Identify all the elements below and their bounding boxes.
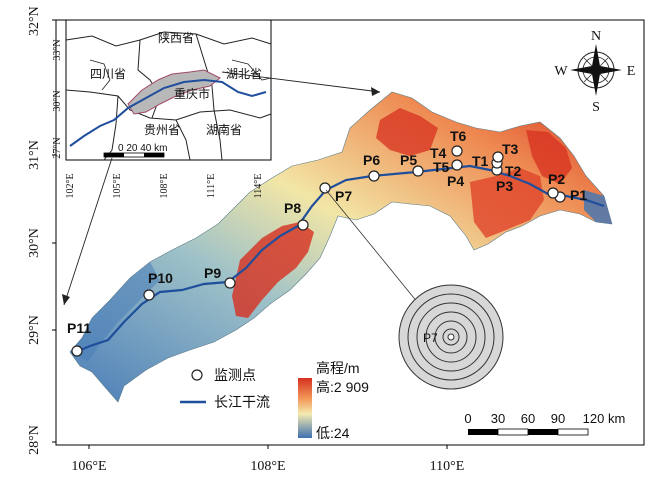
inset-lon-label: 105°E	[112, 173, 123, 198]
inset-province-label: 四川省	[90, 67, 126, 81]
inset-province-label: 重庆市	[174, 86, 210, 101]
inset-river	[69, 78, 267, 147]
lon-label: 110°E	[430, 459, 465, 474]
study-area-terrain	[69, 91, 613, 403]
scale-label: 60	[521, 411, 535, 426]
compass-e: E	[627, 64, 636, 79]
point-label: T6	[450, 128, 467, 144]
buffer-rings: P7	[398, 284, 504, 390]
point-marker	[71, 345, 83, 357]
compass-icon: N S E W	[554, 29, 635, 115]
point-marker	[143, 289, 155, 301]
point-label: P2	[548, 171, 565, 187]
legend-low-label: 低:24	[316, 425, 350, 441]
monitoring-points	[71, 145, 566, 357]
legend-point-label: 监测点	[214, 367, 256, 383]
buffer-center-label: P7	[423, 331, 438, 345]
latitude-axis: 32°N 31°N 30°N 29°N 28°N	[27, 6, 56, 455]
lon-label: 108°E	[250, 459, 285, 474]
inset-province-label: 湖南省	[206, 122, 242, 137]
legend-point-icon	[191, 369, 203, 381]
point-marker	[412, 165, 424, 177]
point-label: P9	[204, 265, 221, 281]
point-label: T1	[472, 153, 489, 169]
point-marker	[451, 145, 463, 157]
point-label: P7	[335, 188, 352, 204]
inset-lat-label: 30°N	[52, 90, 63, 111]
scale-label: 120 km	[583, 411, 626, 426]
lon-label: 106°E	[71, 459, 106, 474]
point-label: P3	[496, 178, 513, 194]
compass-w: W	[554, 64, 568, 79]
inset-lon-label: 114°E	[253, 174, 264, 199]
inset-arrows	[62, 71, 381, 306]
point-marker	[451, 159, 463, 171]
point-label: P1	[570, 187, 587, 203]
legend-river-label: 长江干流	[214, 394, 270, 410]
inset-lon-label: 111°E	[206, 174, 217, 198]
inset-province-label: 湖北省	[226, 66, 262, 81]
longitude-axis: 106°E 108°E 110°E	[71, 445, 464, 474]
inset-scale-label: 0 20 40 km	[118, 143, 167, 154]
inset-lat-label: 27°N	[52, 137, 63, 158]
scale-bar: 0 30 60 90 120 km	[464, 411, 626, 436]
scale-label: 0	[464, 411, 471, 426]
inset-lat-label: 33°N	[52, 39, 63, 60]
point-label: P4	[447, 173, 464, 189]
point-marker	[224, 277, 236, 289]
scale-label: 90	[551, 411, 565, 426]
lat-label: 28°N	[27, 425, 42, 455]
lat-label: 30°N	[27, 228, 42, 258]
legend-high-label: 高:2 909	[316, 379, 369, 395]
lat-label: 32°N	[27, 6, 42, 36]
compass-s: S	[592, 100, 600, 115]
lat-label: 29°N	[27, 315, 42, 345]
inset-province-label: 贵州省	[144, 123, 180, 137]
inset-lon-label: 108°E	[159, 173, 170, 198]
point-label: T5	[433, 159, 450, 175]
point-label: T4	[430, 145, 447, 161]
legend: 监测点 长江干流 高程/m 高:2 909 低:24	[180, 360, 369, 441]
point-label: P10	[148, 270, 173, 286]
point-label: P11	[67, 320, 91, 336]
point-label: T3	[502, 141, 519, 157]
point-label: P6	[363, 152, 380, 168]
inset-map: 陕西省 四川省 湖北省 重庆市 贵州省 湖南省 33°N 30°N 27°N 1…	[52, 19, 272, 199]
legend-elevation-title: 高程/m	[316, 360, 360, 376]
inset-province-label: 陕西省	[158, 30, 194, 45]
point-labels: P1 P2 P3 P4 P5 P6 P7 P8 P9 P10 P11 T1 T2…	[67, 128, 587, 336]
lat-label: 31°N	[27, 140, 42, 170]
legend-color-ramp	[298, 378, 312, 438]
point-marker	[297, 219, 309, 231]
point-label: T2	[505, 163, 522, 179]
point-marker	[319, 182, 331, 194]
point-marker	[492, 151, 504, 163]
point-marker	[547, 187, 559, 199]
point-marker	[368, 170, 380, 182]
point-label: P8	[284, 200, 301, 216]
inset-lon-label: 102°E	[65, 173, 76, 198]
point-label: P5	[400, 152, 417, 168]
compass-n: N	[591, 29, 601, 44]
scale-label: 30	[491, 411, 505, 426]
